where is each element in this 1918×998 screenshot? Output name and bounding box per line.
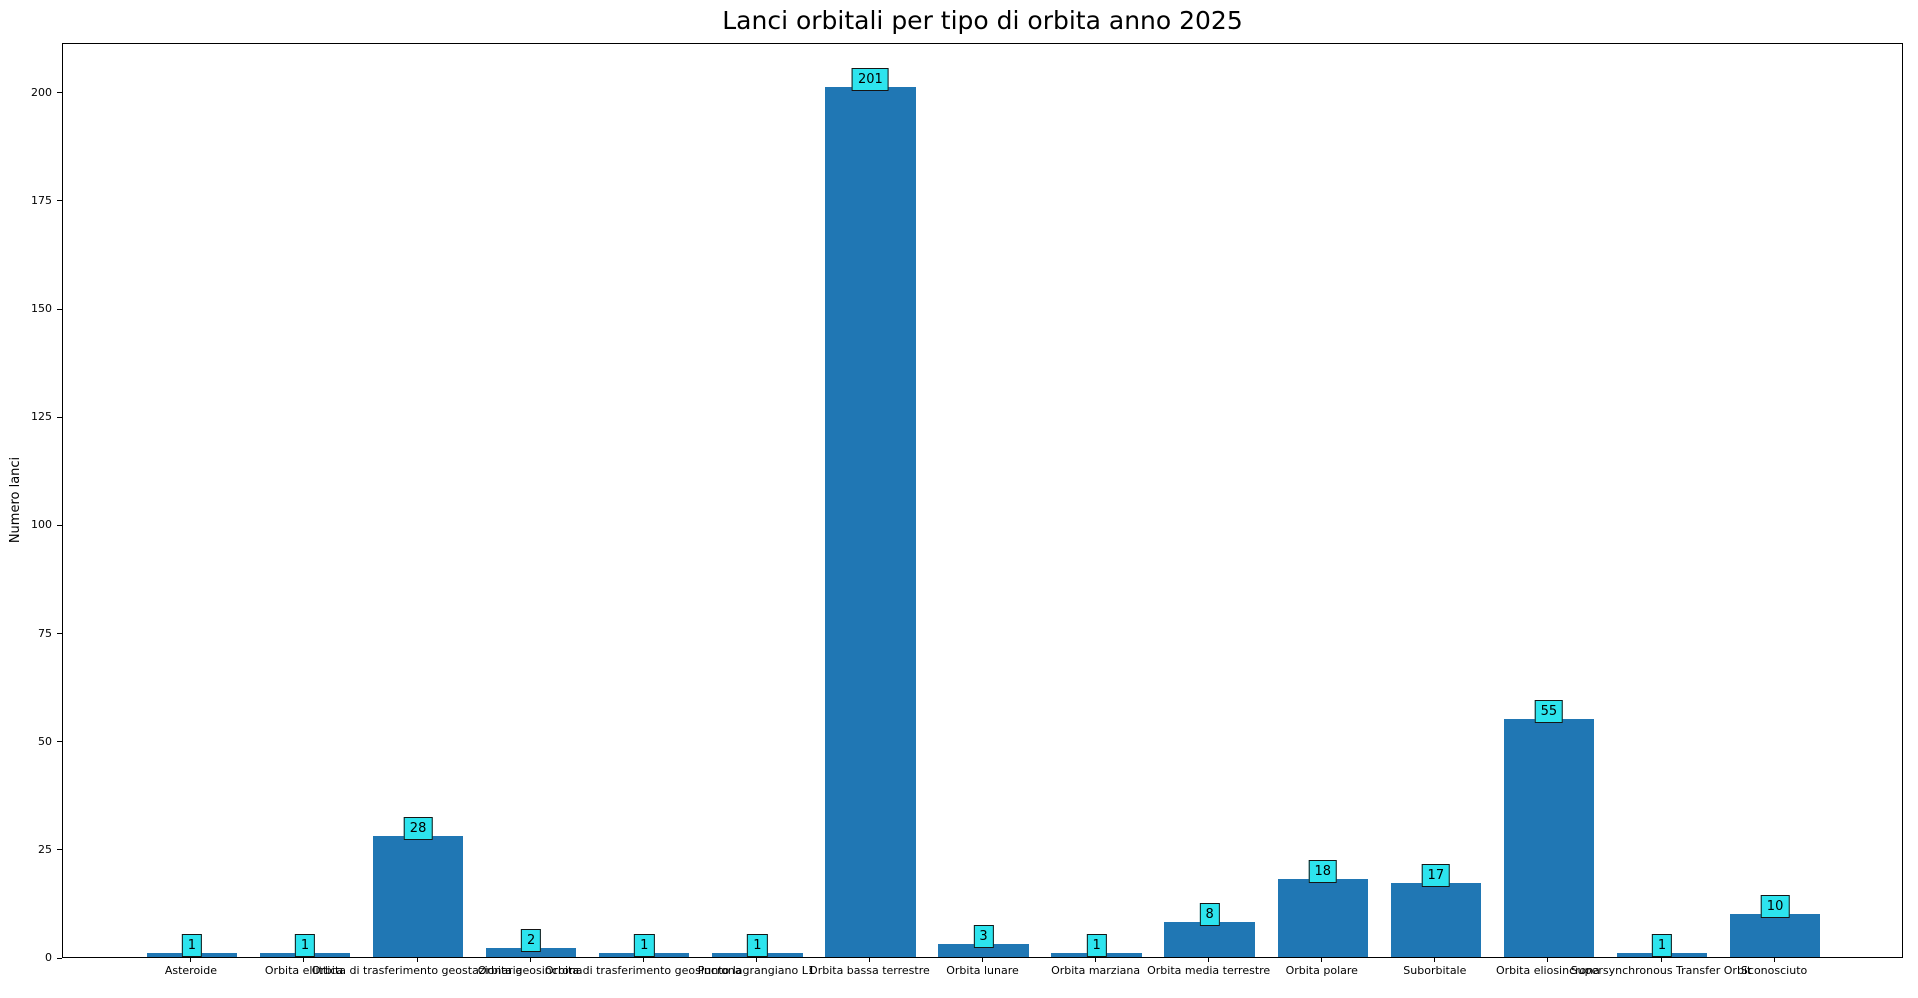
x-tick-label: Orbita bassa terrestre (809, 964, 930, 977)
y-tick-mark (57, 957, 62, 959)
y-tick-mark (57, 200, 62, 202)
y-tick-label: 0 (45, 951, 52, 964)
x-tick-mark (1321, 957, 1323, 962)
bar-value-label: 1 (181, 933, 203, 957)
x-tick-label: Punto lagrangiano L1 (697, 964, 815, 977)
bar-value-label: 3 (973, 925, 994, 949)
y-tick-label: 50 (38, 734, 52, 748)
y-tick-label: 175 (31, 193, 52, 207)
y-tick-label: 100 (31, 518, 52, 532)
chart-title: Lanci orbitali per tipo di orbita anno 2… (722, 6, 1243, 35)
bar-orbita-bassa-terrestre (825, 87, 916, 957)
x-tick-label: Orbita geosincrona (477, 964, 583, 977)
x-tick-label: Orbita eliosincrona (1495, 964, 1600, 977)
bar-orbita-geosincrona (485, 948, 577, 957)
x-tick-label: Orbita di trasferimento geostazionaria (311, 964, 523, 977)
y-tick-label: 125 (31, 410, 52, 424)
plot-area: 1 1 28 2 1 1 201 3 1 8 18 17 55 1 10 (62, 43, 1903, 958)
x-tick-mark (1547, 957, 1549, 962)
bar-orbita-di-trasferimento-geostazionaria (372, 835, 464, 957)
x-tick-mark (755, 957, 757, 962)
y-tick-mark (57, 308, 62, 310)
x-tick-mark (1095, 957, 1097, 962)
x-tick-mark (416, 957, 418, 962)
x-tick-label: Orbita marziana (1051, 964, 1141, 977)
bar-value-label: 201 (851, 68, 889, 92)
x-tick-mark (303, 957, 305, 962)
y-tick-mark (57, 524, 62, 526)
y-tick-mark (57, 92, 62, 94)
bar-value-label: 55 (1534, 700, 1564, 724)
bar-value-label: 8 (1199, 903, 1220, 927)
bar-orbita-eliosincrona (1503, 719, 1595, 957)
x-tick-mark (642, 957, 644, 962)
x-tick-mark (868, 957, 870, 962)
bar-value-label: 18 (1308, 860, 1338, 884)
y-tick-mark (57, 849, 62, 851)
x-tick-label: Asteroide (164, 964, 217, 977)
bar-orbita-lunare (938, 944, 1029, 957)
x-tick-mark (1773, 957, 1775, 962)
bar-value-label: 2 (521, 929, 542, 953)
x-tick-label: Orbita media terrestre (1147, 964, 1271, 977)
bar-value-label: 10 (1760, 894, 1790, 918)
x-tick-mark (982, 957, 983, 962)
x-tick-label: Suborbitale (1403, 964, 1467, 977)
y-tick-mark (57, 633, 62, 635)
x-tick-label: Orbita lunare (946, 964, 1019, 977)
y-tick-label: 200 (31, 85, 52, 99)
bar-value-label: 1 (1651, 933, 1673, 957)
bar-value-label: 1 (1086, 933, 1107, 957)
bar-orbita-polare (1277, 879, 1368, 957)
x-tick-label: Orbita polare (1285, 964, 1358, 977)
y-tick-label: 75 (38, 626, 52, 640)
bar-value-label: 1 (747, 933, 768, 957)
bar-value-label: 17 (1421, 864, 1451, 888)
x-tick-mark (1660, 957, 1662, 962)
bar-value-label: 28 (403, 816, 433, 840)
y-tick-mark (57, 416, 62, 418)
x-tick-label: Orbita di trasferimento geosincrona (544, 964, 742, 977)
x-tick-mark (1208, 957, 1210, 962)
x-tick-label: Supersynchronous Transfer Orbit (1570, 964, 1752, 977)
bar-orbita-media-terrestre (1164, 922, 1255, 957)
x-tick-label: Orbita ellittica (264, 964, 344, 977)
x-tick-mark (1434, 957, 1436, 962)
y-tick-mark (57, 741, 62, 743)
bar-value-label: 1 (634, 933, 655, 957)
y-tick-label: 25 (38, 842, 52, 856)
bar-value-label: 1 (294, 933, 316, 957)
x-tick-label: Sconosciuto (1740, 964, 1808, 977)
bar-sconosciuto (1729, 913, 1821, 957)
y-tick-label: 150 (31, 302, 52, 316)
bar-suborbitale (1390, 883, 1482, 957)
x-tick-mark (190, 957, 192, 962)
x-tick-mark (529, 957, 531, 962)
